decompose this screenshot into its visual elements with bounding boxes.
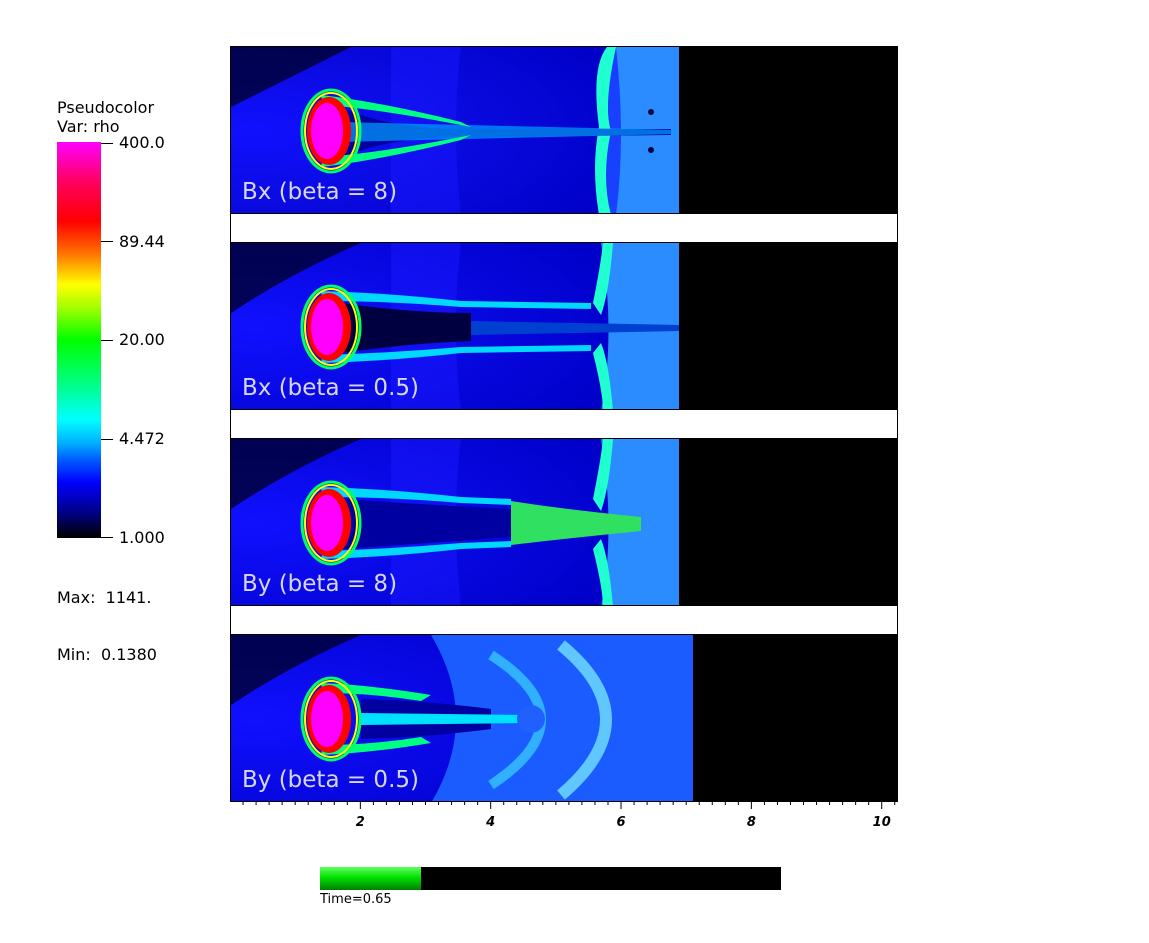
colorbar-label: 89.44 [119,232,165,251]
panel-label: Bx (beta = 8) [242,179,398,205]
colorbar-tick [101,537,113,538]
panel-gap [230,606,898,634]
x-axis: 2 4 6 8 10 [230,801,898,841]
colorbar-label: 4.472 [119,429,165,448]
x-axis-tick-label: 2 [355,815,365,830]
density-panel-by-beta-0-5: By (beta = 0.5) [230,634,898,802]
colorbar-tick [101,340,113,341]
colorbar-tick [101,143,113,144]
colorbar-label: 20.00 [119,330,165,349]
density-panel-by-beta-8: By (beta = 8) [230,438,898,606]
x-axis-tick-label: 8 [746,815,756,830]
colorbar-tick [101,439,113,440]
panel-label: By (beta = 0.5) [242,767,419,793]
time-label: Time=0.65 [320,892,392,907]
panel-label: Bx (beta = 0.5) [242,375,419,401]
panel-label: By (beta = 8) [242,571,398,597]
colorbar-label-min: 1.000 [119,528,165,547]
x-axis-tick-label: 6 [616,815,626,830]
density-panel-bx-beta-8: Bx (beta = 8) [230,46,898,214]
density-panel-bx-beta-0-5: Bx (beta = 0.5) [230,242,898,410]
time-progress-bar [320,867,781,890]
legend-min: Min: 0.1380 [57,645,157,664]
colorbar-tick [101,241,113,242]
legend-title: Pseudocolor Var: rho [57,98,154,136]
legend-max: Max: 1141. [57,588,152,607]
x-axis-ticks [242,801,896,809]
time-progress-fill [320,867,422,890]
density-field [231,439,897,605]
density-field [231,635,897,801]
x-axis-tick-label: 4 [486,815,496,830]
x-axis-line [230,801,898,802]
plot-area: Bx (beta = 8) [230,46,898,803]
colorbar-label-max: 400.0 [119,133,165,152]
panel-gap [230,214,898,242]
x-axis-tick-label: 10 [872,815,891,830]
legend-title-variable: Var: rho [57,117,120,136]
density-field [231,47,897,213]
legend-stats: Max: 1141. Min: 0.1380 [57,550,157,683]
panel-gap [230,410,898,438]
colorbar [57,142,101,538]
density-field [231,243,897,409]
legend-title-plot-type: Pseudocolor [57,98,155,117]
